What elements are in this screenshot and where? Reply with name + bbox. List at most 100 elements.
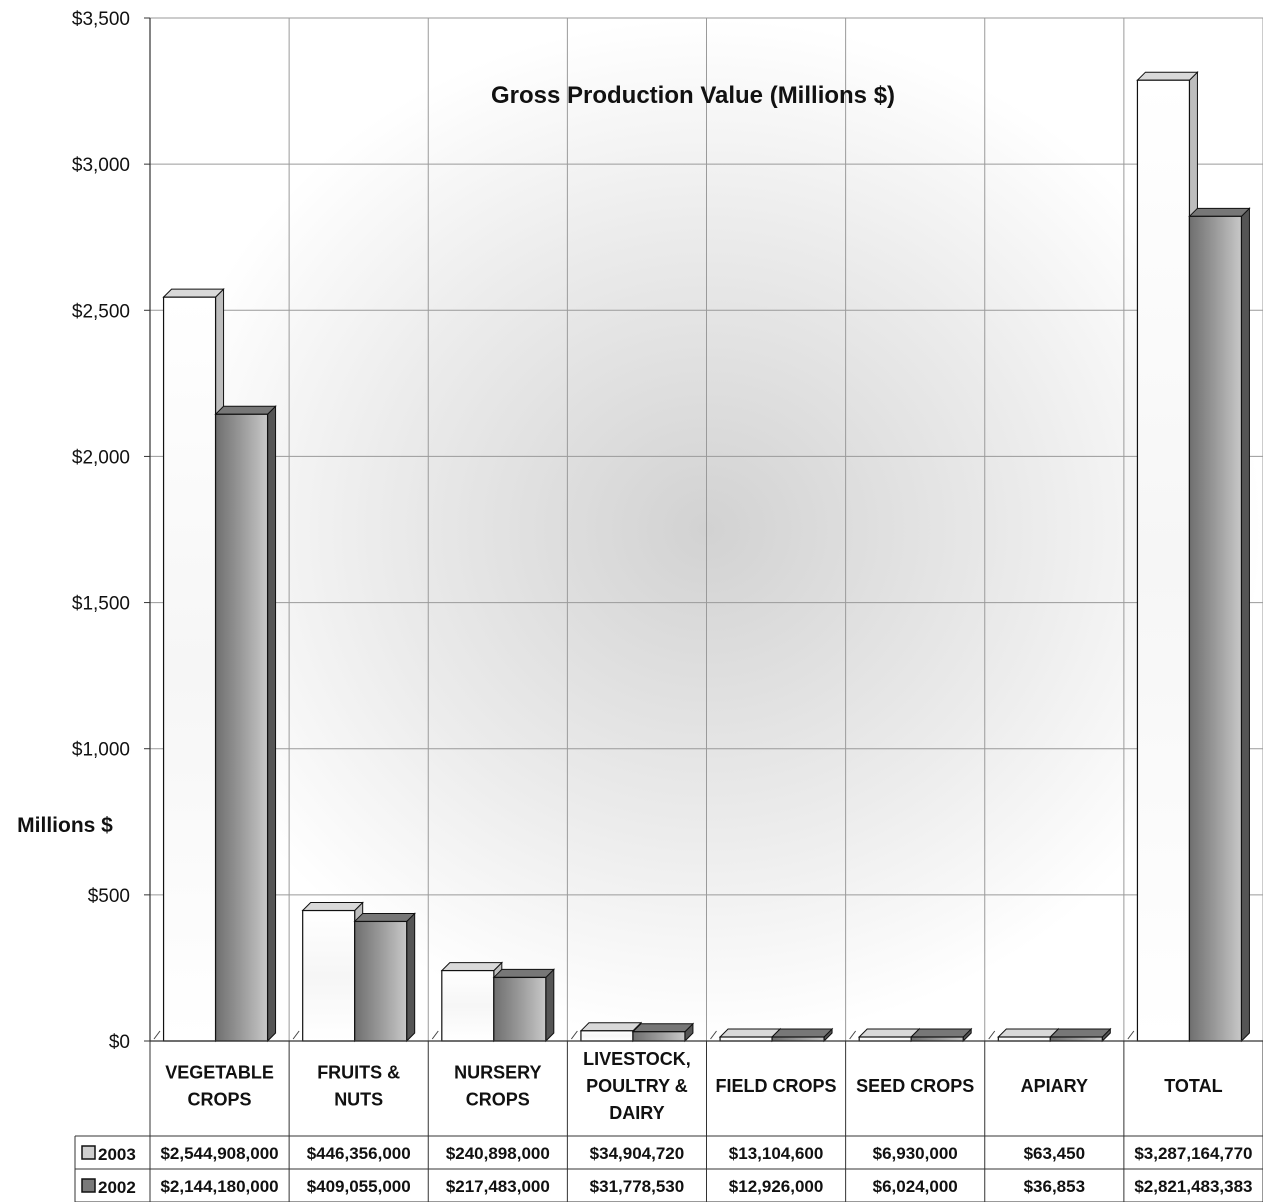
bar-top bbox=[718, 1028, 782, 1038]
data-cell: $2,544,908,000 bbox=[160, 1144, 278, 1163]
bar-2002-1 bbox=[353, 912, 416, 1043]
bar-2002-5 bbox=[909, 1027, 973, 1043]
y-tick-label: $3,500 bbox=[72, 9, 130, 30]
bar-top bbox=[492, 968, 556, 978]
bar-top bbox=[909, 1028, 973, 1038]
data-cell: $12,926,000 bbox=[729, 1177, 824, 1196]
y-axis-label: Millions $ bbox=[17, 814, 113, 837]
axis-break-mark bbox=[153, 1030, 161, 1040]
axis-break-mark bbox=[988, 1030, 996, 1040]
bar-top bbox=[353, 912, 416, 922]
bar-2003-6 bbox=[997, 1027, 1060, 1043]
y-tick-label: $1,500 bbox=[72, 594, 130, 615]
chart-title: Gross Production Value (Millions $) bbox=[491, 82, 895, 109]
bar-top bbox=[997, 1028, 1060, 1038]
category-label: NUTS bbox=[334, 1090, 383, 1110]
bar-2002-6 bbox=[1049, 1027, 1112, 1043]
bar-side bbox=[406, 912, 416, 1043]
category-label: LIVESTOCK, bbox=[583, 1049, 691, 1069]
category-label: NURSERY bbox=[454, 1063, 541, 1083]
bar-2003-5 bbox=[857, 1027, 921, 1043]
y-tick-label: $2,000 bbox=[72, 447, 130, 468]
bar-2002-0 bbox=[214, 405, 277, 1043]
bar-2002-2 bbox=[492, 968, 556, 1043]
data-cell: $2,144,180,000 bbox=[160, 1177, 278, 1196]
y-tick-label: $0 bbox=[109, 1032, 130, 1053]
bar-front bbox=[162, 296, 217, 1042]
bar-front bbox=[441, 969, 495, 1042]
bar-2002-3 bbox=[631, 1022, 695, 1043]
category-label: CROPS bbox=[466, 1090, 530, 1110]
bar-front bbox=[1136, 79, 1191, 1042]
bar-front bbox=[493, 976, 547, 1042]
bar-2003-7 bbox=[1136, 71, 1199, 1043]
data-cell: $13,104,600 bbox=[729, 1144, 824, 1163]
data-cell: $36,853 bbox=[1024, 1177, 1085, 1196]
legend-label: 2002 bbox=[98, 1178, 136, 1197]
category-label: VEGETABLE bbox=[165, 1063, 274, 1083]
category-label: SEED CROPS bbox=[856, 1076, 974, 1096]
bar-top bbox=[770, 1028, 834, 1038]
axis-break-mark bbox=[1127, 1030, 1135, 1040]
bar-top bbox=[1049, 1028, 1112, 1038]
y-tick-label: $2,500 bbox=[72, 301, 130, 322]
y-tick-label: $500 bbox=[88, 886, 130, 907]
bars bbox=[153, 71, 1251, 1043]
category-label: TOTAL bbox=[1164, 1076, 1222, 1096]
bar-front bbox=[1188, 215, 1243, 1042]
data-table: VEGETABLE CROPS FRUITS & NUTS NURSERY CROPS LI… bbox=[74, 1041, 1263, 1202]
data-cell: $3,287,164,770 bbox=[1134, 1144, 1252, 1163]
bar-front bbox=[214, 413, 269, 1042]
bar-top bbox=[214, 405, 277, 415]
category-label: APIARY bbox=[1021, 1076, 1088, 1096]
axis-break-mark bbox=[431, 1030, 439, 1040]
data-cell: $240,898,000 bbox=[446, 1144, 550, 1163]
legend-swatch-2002 bbox=[81, 1178, 96, 1193]
category-label: FRUITS & bbox=[317, 1063, 400, 1083]
bar-side bbox=[267, 405, 277, 1043]
data-cell: $63,450 bbox=[1024, 1144, 1085, 1163]
bar-front bbox=[632, 1031, 686, 1042]
data-cell: $6,930,000 bbox=[873, 1144, 958, 1163]
data-cell: $2,821,483,383 bbox=[1134, 1177, 1252, 1196]
y-tick-label: $3,000 bbox=[72, 155, 130, 176]
bar-top bbox=[301, 902, 364, 912]
bar-2003-3 bbox=[579, 1021, 643, 1043]
bar-2002-7 bbox=[1188, 207, 1251, 1043]
bar-2003-2 bbox=[440, 961, 504, 1043]
data-cell: $217,483,000 bbox=[446, 1177, 550, 1196]
bar-top bbox=[857, 1028, 921, 1038]
data-cell: $31,778,530 bbox=[590, 1177, 685, 1196]
bar-2003-0 bbox=[162, 287, 225, 1043]
axis-break-mark bbox=[849, 1030, 857, 1040]
data-cell: $409,055,000 bbox=[307, 1177, 411, 1196]
bar-2003-4 bbox=[718, 1027, 782, 1043]
legend-swatch-2003 bbox=[81, 1145, 96, 1160]
legend-label: 2003 bbox=[98, 1145, 136, 1164]
bar-front bbox=[580, 1030, 634, 1042]
bar-front bbox=[354, 920, 408, 1042]
axis-break-mark bbox=[710, 1030, 717, 1040]
data-cell: $34,904,720 bbox=[590, 1144, 685, 1163]
y-tick-label: $1,000 bbox=[72, 740, 130, 761]
bar-top bbox=[579, 1022, 643, 1032]
axis-break-mark bbox=[570, 1030, 578, 1040]
bar-top bbox=[162, 288, 225, 298]
axis-break-mark bbox=[292, 1030, 300, 1040]
bar-top bbox=[1136, 71, 1199, 81]
bar-top bbox=[1188, 207, 1251, 217]
category-label: DAIRY bbox=[609, 1103, 664, 1123]
bar-2003-1 bbox=[301, 901, 364, 1043]
bar-side bbox=[545, 968, 555, 1043]
bar-front bbox=[302, 909, 356, 1042]
data-cell: $446,356,000 bbox=[307, 1144, 411, 1163]
category-label: POULTRY & bbox=[586, 1076, 688, 1096]
bar-top bbox=[631, 1023, 695, 1033]
category-label: CROPS bbox=[188, 1090, 252, 1110]
category-label: FIELD CROPS bbox=[716, 1076, 837, 1096]
data-cell: $6,024,000 bbox=[873, 1177, 958, 1196]
bar-2002-4 bbox=[770, 1027, 834, 1043]
bar-side bbox=[1240, 207, 1250, 1043]
bar-top bbox=[440, 962, 504, 972]
